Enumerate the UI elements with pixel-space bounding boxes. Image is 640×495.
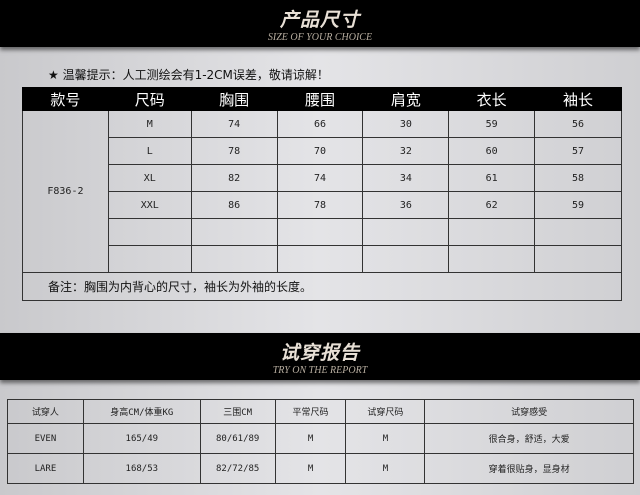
report-subtitle: TRY ON THE REPORT [272, 365, 368, 376]
size-cell [448, 245, 536, 273]
report-cell: 168/53 [82, 453, 201, 484]
size-cell: XL [107, 164, 192, 192]
size-subtitle: SIZE OF YOUR CHOICE [267, 32, 373, 43]
size-cell: 30 [362, 110, 450, 138]
size-row [23, 245, 622, 273]
report-banner: 试穿报告 TRY ON THE REPORT [0, 333, 640, 380]
size-banner: 产品尺寸 SIZE OF YOUR CHOICE [0, 0, 640, 47]
size-cell: 86 [190, 191, 278, 219]
size-cell: 82 [190, 164, 278, 192]
report-row: EVEN 165/49 80/61/89 M M 很合身，舒适，大爱 [7, 423, 634, 454]
size-cell [276, 245, 364, 273]
report-header-cell: 试穿尺码 [345, 399, 426, 424]
report-cell: M [274, 453, 347, 484]
size-header-cell: 款号 [22, 87, 109, 111]
size-cell [190, 218, 278, 246]
size-cell: 57 [534, 137, 622, 165]
size-cell [362, 218, 450, 246]
size-cell: 70 [276, 137, 364, 165]
size-cell: 32 [362, 137, 450, 165]
report-cell: 穿着很贴身，显身材 [424, 453, 634, 484]
size-cell: 62 [448, 191, 536, 219]
size-cell [534, 245, 622, 273]
size-row [23, 218, 622, 246]
report-cell: 82/72/85 [199, 453, 276, 484]
report-title: 试穿报告 [279, 342, 360, 364]
size-row: XXL 86 78 36 62 59 [23, 191, 622, 219]
report-header-cell: 试穿人 [7, 399, 84, 424]
size-cell: 78 [190, 137, 278, 165]
size-cell: 34 [362, 164, 450, 192]
size-cell [534, 218, 622, 246]
size-cell: XXL [107, 191, 192, 219]
report-cell: M [345, 423, 426, 454]
report-row: LARE 168/53 82/72/85 M M 穿着很贴身，显身材 [7, 453, 634, 484]
report-cell: M [274, 423, 347, 454]
report-cell: 很合身，舒适，大爱 [424, 423, 634, 454]
size-header-cell: 尺码 [107, 87, 192, 111]
size-header-cell: 胸围 [190, 87, 278, 111]
report-header-cell: 三围CM [199, 399, 276, 424]
report-header-cell: 试穿感受 [424, 399, 634, 424]
size-cell: 58 [534, 164, 622, 192]
report-header-cell: 平常尺码 [274, 399, 347, 424]
size-cell: 56 [534, 110, 622, 138]
report-header-cell: 身高CM/体重KG [82, 399, 201, 424]
report-cell: M [345, 453, 426, 484]
size-cell: 59 [534, 191, 622, 219]
size-cell [107, 245, 192, 273]
size-header-cell: 肩宽 [362, 87, 450, 111]
size-cell: 74 [276, 164, 364, 192]
size-table: 款号 尺码 胸围 腰围 肩宽 衣长 袖长 F836-2 M 74 66 30 59 56 L 78 70 32 6… [22, 87, 622, 301]
size-header-cell: 袖长 [534, 87, 622, 111]
size-cell: L [107, 137, 192, 165]
report-cell: LARE [7, 453, 84, 484]
style-number-cell: F836-2 [22, 110, 109, 273]
report-cell: 80/61/89 [199, 423, 276, 454]
size-cell: M [107, 110, 192, 138]
note-row: 备注：胸围为内背心的尺寸，袖长为外袖的长度。 [22, 272, 622, 301]
size-cell: 78 [276, 191, 364, 219]
size-cell [362, 245, 450, 273]
report-table: 试穿人 身高CM/体重KG 三围CM 平常尺码 试穿尺码 试穿感受 EVEN 165/49 80… [7, 399, 634, 484]
report-cell: EVEN [7, 423, 84, 454]
size-row: F836-2 M 74 66 30 59 56 [22, 110, 622, 273]
size-cell: 74 [190, 110, 278, 138]
size-cell: 60 [448, 137, 536, 165]
size-cell: 59 [448, 110, 536, 138]
size-cell [190, 245, 278, 273]
report-header-row: 试穿人 身高CM/体重KG 三围CM 平常尺码 试穿尺码 试穿感受 [7, 399, 634, 424]
size-note: 备注：胸围为内背心的尺寸，袖长为外袖的长度。 [22, 272, 622, 301]
size-title: 产品尺寸 [279, 9, 360, 31]
size-cell [448, 218, 536, 246]
measurement-tip: ★ 温馨提示：人工测绘会有1-2CM误差，敬请谅解！ [48, 68, 329, 82]
size-cell: 36 [362, 191, 450, 219]
size-header-cell: 腰围 [276, 87, 364, 111]
size-cell [276, 218, 364, 246]
size-cell: 66 [276, 110, 364, 138]
size-cell [107, 218, 192, 246]
size-cell: 61 [448, 164, 536, 192]
size-header-cell: 衣长 [448, 87, 536, 111]
size-row: XL 82 74 34 61 58 [23, 164, 622, 192]
size-row: L 78 70 32 60 57 [23, 137, 622, 165]
report-cell: 165/49 [82, 423, 201, 454]
